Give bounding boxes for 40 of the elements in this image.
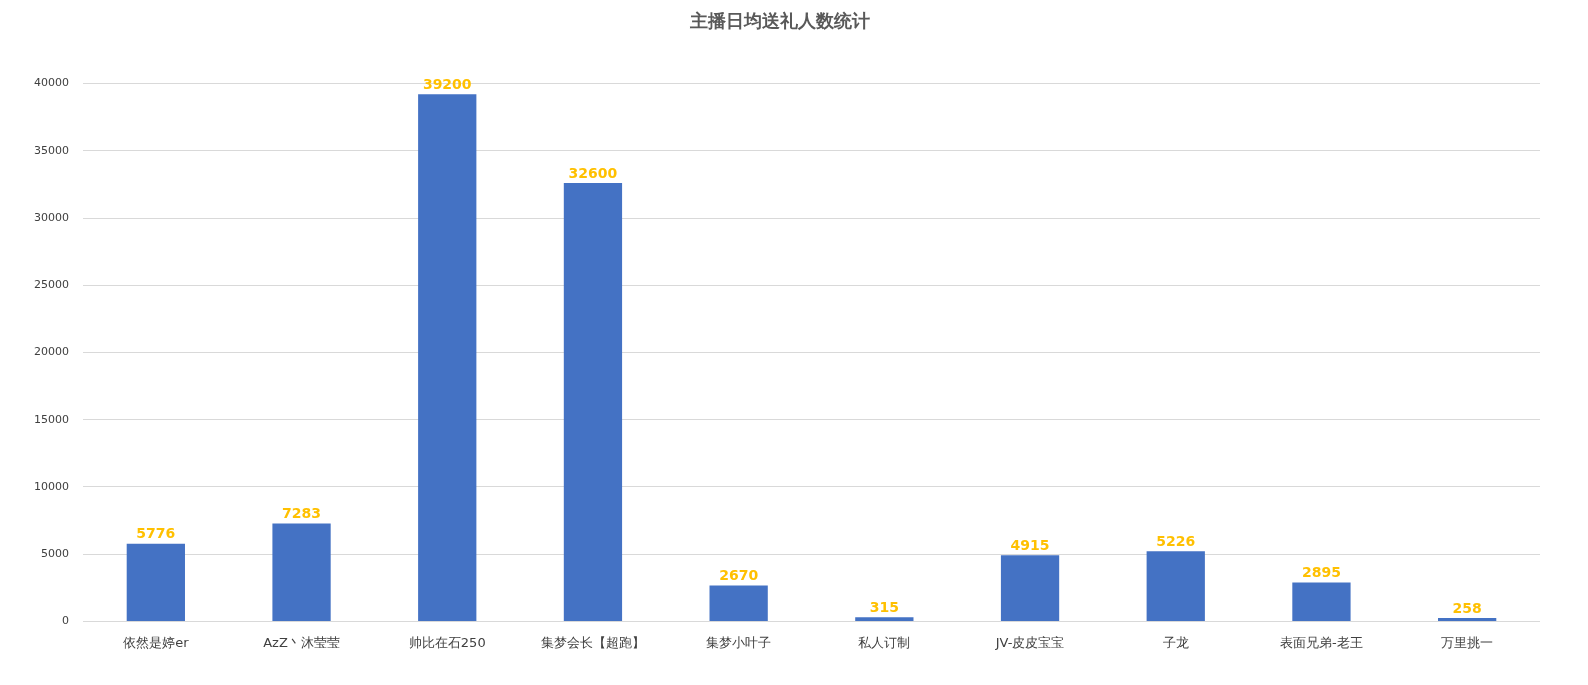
- x-tick-label: 万里挑一: [1441, 634, 1494, 650]
- data-label: 2895: [1301, 564, 1341, 581]
- bar: [1000, 555, 1060, 621]
- y-tick-label: 15000: [33, 412, 69, 426]
- bar: [563, 183, 623, 621]
- x-tick-label: 子龙: [1162, 634, 1189, 650]
- bar: [855, 617, 914, 621]
- bar: [1438, 617, 1497, 621]
- x-tick-label: 依然是婷er: [123, 634, 190, 650]
- data-label: 315: [869, 598, 899, 615]
- y-tick-label: 40000: [33, 76, 69, 90]
- bar: [126, 543, 185, 621]
- x-tick-label: 集梦小叶子: [706, 634, 772, 650]
- data-label: 7283: [282, 505, 322, 522]
- data-label: 2670: [719, 567, 759, 584]
- bar: [709, 585, 768, 621]
- bar: [272, 523, 331, 621]
- y-tick-label: 20000: [33, 345, 69, 359]
- data-label: 5226: [1156, 532, 1196, 549]
- y-tick-label: 5000: [40, 547, 69, 561]
- data-label: 258: [1452, 599, 1482, 616]
- y-tick-label: 35000: [33, 143, 69, 157]
- data-label: 5776: [136, 525, 176, 542]
- y-tick-label: 30000: [33, 210, 69, 224]
- bar: [418, 94, 477, 621]
- y-tick-label: 10000: [33, 479, 69, 493]
- x-tick-label: JV-皮皮宝宝: [994, 634, 1065, 650]
- data-label: 32600: [568, 164, 618, 181]
- bar: [1292, 582, 1351, 621]
- x-tick-label: 私人订制: [858, 634, 911, 650]
- x-tick-label: 集梦会长【超跑】: [540, 634, 645, 650]
- x-tick-label: 帅比在石250: [408, 634, 486, 650]
- x-tick-label: 表面兄弟-老王: [1280, 634, 1363, 650]
- data-label: 4915: [1010, 536, 1050, 553]
- y-tick-label: 25000: [33, 278, 69, 292]
- chart-title: 主播日均送礼人数统计: [689, 10, 870, 32]
- bar: [1146, 551, 1205, 621]
- y-tick-label: 0: [61, 614, 69, 628]
- x-tick-label: AzZ丶沐莹莹: [263, 634, 340, 650]
- data-label: 39200: [422, 76, 472, 92]
